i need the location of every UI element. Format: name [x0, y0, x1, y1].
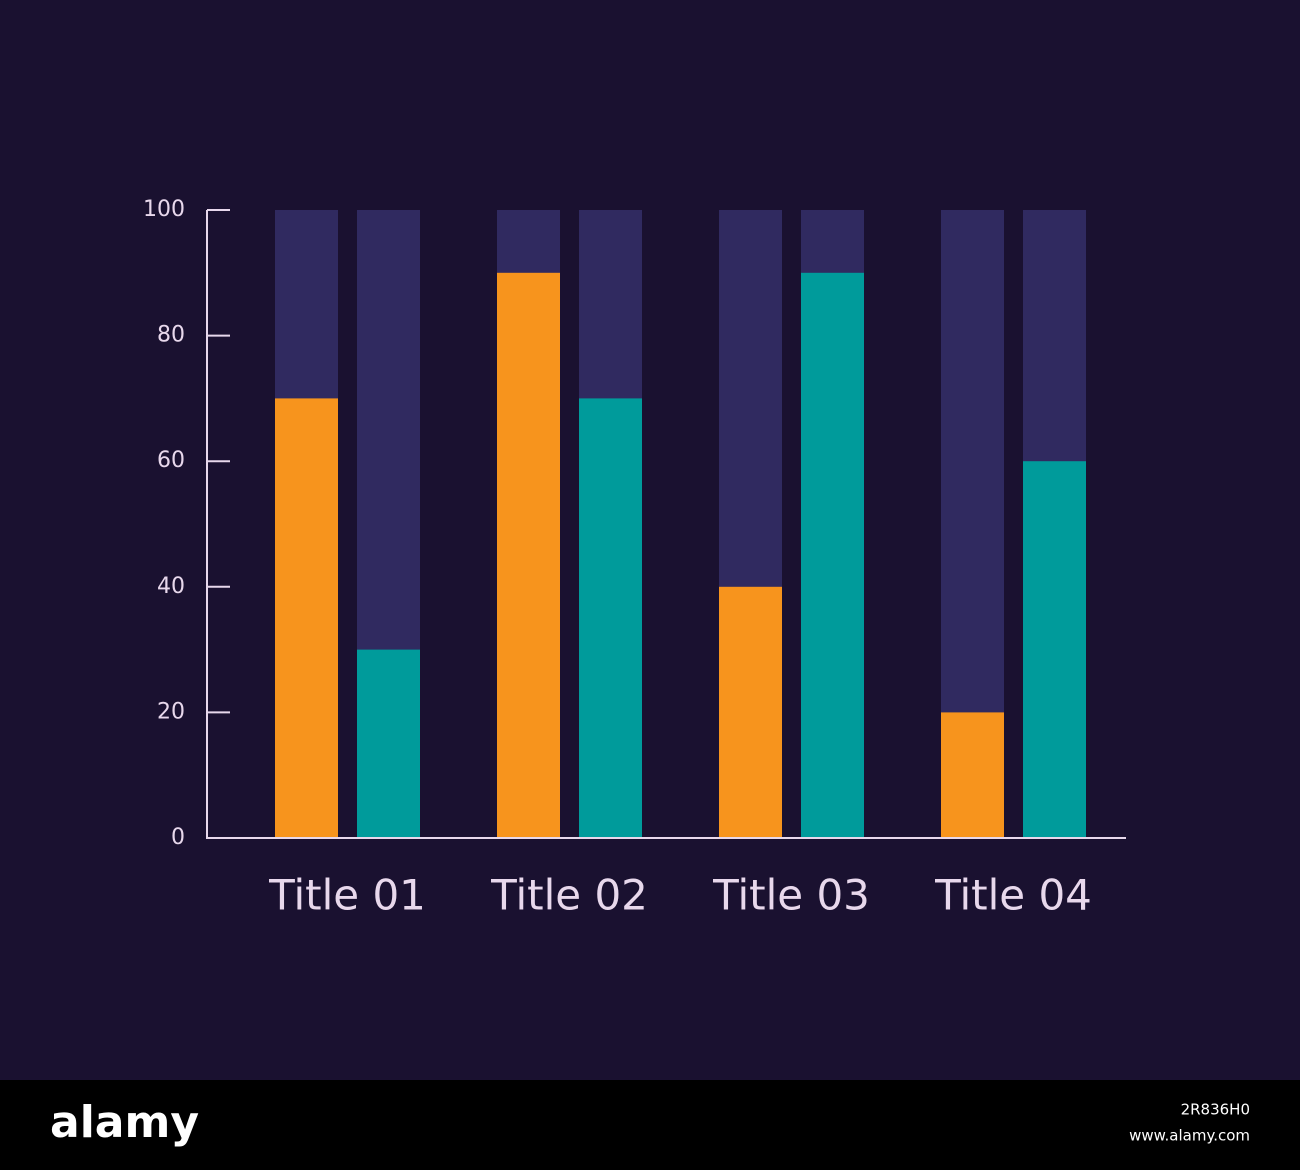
y-tick-label: 80: [157, 323, 185, 348]
x-tick-label: Title 01: [268, 871, 426, 920]
footer-brand: alamy: [50, 1097, 199, 1148]
bar: [579, 398, 642, 838]
y-tick-label: 0: [171, 825, 185, 850]
y-tick-label: 40: [157, 574, 185, 599]
bar: [941, 712, 1004, 838]
bar: [357, 649, 420, 838]
x-tick-label: Title 04: [934, 871, 1092, 920]
footer-image-id: 2R836H0: [1181, 1101, 1250, 1119]
x-tick-label: Title 02: [490, 871, 648, 920]
y-tick-label: 60: [157, 448, 185, 473]
x-tick-label: Title 03: [712, 871, 870, 920]
bar: [275, 398, 338, 838]
bar: [497, 272, 560, 838]
footer-bar: [0, 1080, 1300, 1170]
bar: [801, 272, 864, 838]
bar: [1023, 461, 1086, 838]
y-tick-label: 20: [157, 699, 185, 724]
footer-url: www.alamy.com: [1129, 1127, 1250, 1145]
bar: [719, 586, 782, 838]
y-tick-label: 100: [143, 197, 185, 222]
background: [0, 0, 1300, 1080]
